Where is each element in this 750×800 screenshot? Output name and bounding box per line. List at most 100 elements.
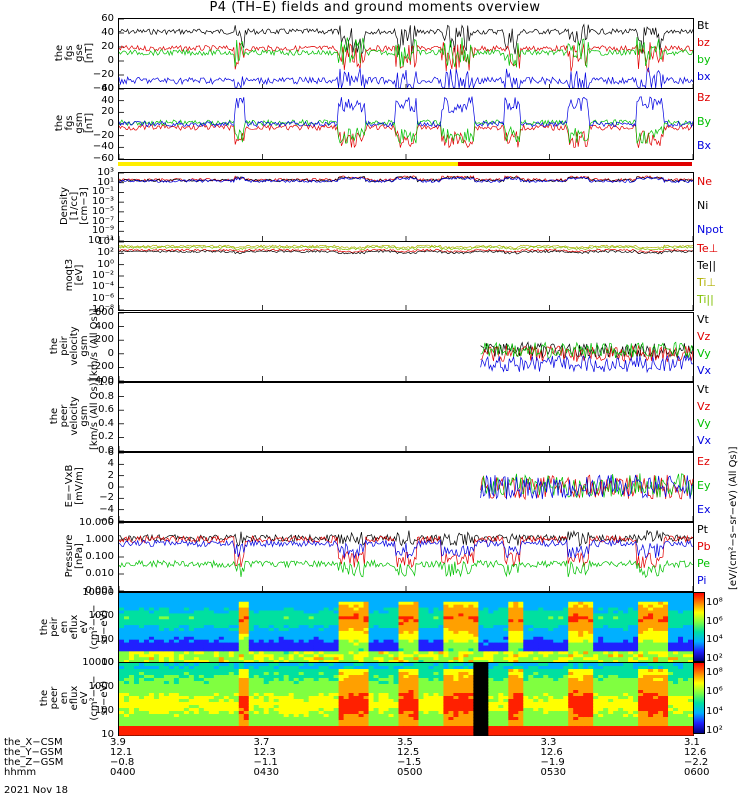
heatmap-cell [119,654,125,658]
heatmap-cell [218,657,225,661]
heatmap-cell [403,720,410,724]
heatmap-cell [343,642,350,647]
heatmap-cell [518,720,524,724]
heatmap-cell [333,729,340,733]
heatmap-cell [388,616,395,620]
heatmap-cell [528,726,534,730]
heatmap-cell [353,625,360,629]
heatmap-cell [463,705,469,709]
heatmap-cell [463,616,469,620]
heatmap-cell [213,607,220,612]
heatmap-cell [413,645,420,650]
heatmap-cell [168,604,175,609]
heatmap-cell [398,690,405,694]
heatmap-cell [298,678,305,682]
heatmap-cell [188,723,195,727]
heatmap-cell [168,598,175,603]
heatmap-cell [203,714,210,718]
heatmap-cell [353,675,360,679]
heatmap-cell [378,648,385,652]
heatmap-cell [373,625,380,629]
heatmap-cell [433,690,440,694]
heatmap-cell [203,687,210,691]
heatmap-cell [123,687,130,691]
heatmap-cell [313,714,320,718]
heatmap-cell [568,633,574,638]
heatmap-cell [563,636,569,641]
heatmap-cell [228,654,235,658]
heatmap-cell [518,598,524,603]
heatmap-cell [138,619,145,623]
heatmap-cell [203,702,210,706]
heatmap-cell [348,705,355,709]
heatmap-cell [268,708,275,712]
heatmap-cell [533,675,539,679]
heatmap-cell [638,660,644,664]
heatmap-cell [388,610,395,615]
heatmap-cell [293,663,300,667]
heatmap-cell [258,720,265,724]
heatmap-cell [143,702,150,706]
heatmap-cell [543,654,549,658]
heatmap-cell [583,607,589,612]
heatmap-cell [548,660,554,664]
series-line-Pb [118,534,694,568]
heatmap-cell [528,628,534,632]
heatmap-cell [293,717,300,721]
heatmap-cell [308,648,315,652]
heatmap-cell [433,604,440,609]
heatmap-cell [643,660,649,664]
heatmap-cell [223,684,230,688]
heatmap-cell [338,678,345,682]
heatmap-cell [453,714,460,718]
heatmap-cell [388,723,395,727]
heatmap-cell [583,628,589,632]
heatmap-cell [153,607,160,612]
heatmap-cell [243,669,250,673]
heatmap-cell [378,616,385,620]
heatmap-cell [368,726,375,730]
heatmap-cell [373,648,380,652]
heatmap-cell [153,717,160,721]
heatmap-cell [238,598,245,603]
heatmap-cell [458,593,464,597]
heatmap-cell [228,699,235,703]
heatmap-cell [398,672,405,676]
heatmap-cell [248,604,255,609]
heatmap-cell [388,699,395,703]
heatmap-cell [393,699,400,703]
heatmap-cell [123,720,130,724]
heatmap-cell [688,648,694,652]
heatmap-cell [393,726,400,730]
heatmap-cell [193,669,200,673]
heatmap-cell [283,619,290,623]
heatmap-cell [213,708,220,712]
heatmap-cell [653,648,659,652]
heatmap-cell [433,636,440,641]
heatmap-cell [513,684,519,688]
heatmap-cell [638,633,644,638]
heatmap-cell [488,666,494,670]
heatmap-cell [178,625,185,629]
heatmap-cell [153,732,160,736]
heatmap-cell [513,708,519,712]
heatmap-cell [478,663,484,667]
heatmap-cell [528,622,534,626]
heatmap-cell [193,593,200,597]
heatmap-cell [613,613,619,617]
heatmap-cell [228,663,235,667]
heatmap-cell [233,672,240,676]
heatmap-cell [523,690,529,694]
heatmap-cell [318,678,325,682]
y-tick-label: 10⁻² [91,270,114,281]
heatmap-cell [408,678,415,682]
heatmap-cell [553,610,559,615]
heatmap-cell [383,622,390,626]
heatmap-cell [668,607,674,612]
heatmap-cell [338,610,345,615]
heatmap-cell [613,630,619,635]
heatmap-cell [393,720,400,724]
heatmap-cell [283,598,290,603]
heatmap-cell [358,630,365,635]
heatmap-cell [138,717,145,721]
